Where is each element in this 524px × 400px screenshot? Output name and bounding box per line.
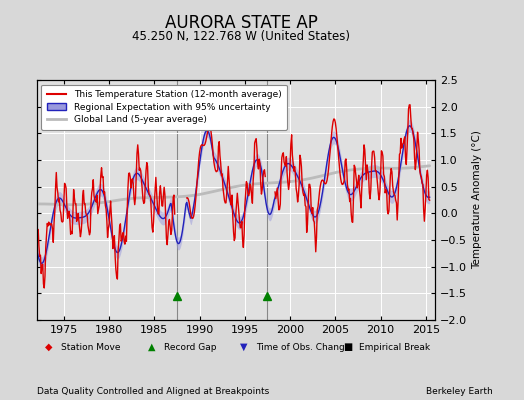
Text: Berkeley Earth: Berkeley Earth: [426, 387, 493, 396]
Text: ◆: ◆: [45, 342, 52, 352]
Text: Data Quality Controlled and Aligned at Breakpoints: Data Quality Controlled and Aligned at B…: [37, 387, 269, 396]
Y-axis label: Temperature Anomaly (°C): Temperature Anomaly (°C): [473, 130, 483, 270]
Text: Station Move: Station Move: [61, 342, 120, 352]
Text: AURORA STATE AP: AURORA STATE AP: [165, 14, 318, 32]
Text: ▼: ▼: [240, 342, 247, 352]
Text: Empirical Break: Empirical Break: [359, 342, 430, 352]
Text: Time of Obs. Change: Time of Obs. Change: [256, 342, 350, 352]
Text: 45.250 N, 122.768 W (United States): 45.250 N, 122.768 W (United States): [132, 30, 350, 43]
Legend: This Temperature Station (12-month average), Regional Expectation with 95% uncer: This Temperature Station (12-month avera…: [41, 84, 287, 130]
Text: ■: ■: [343, 342, 352, 352]
Text: Record Gap: Record Gap: [164, 342, 216, 352]
Text: ▲: ▲: [148, 342, 156, 352]
